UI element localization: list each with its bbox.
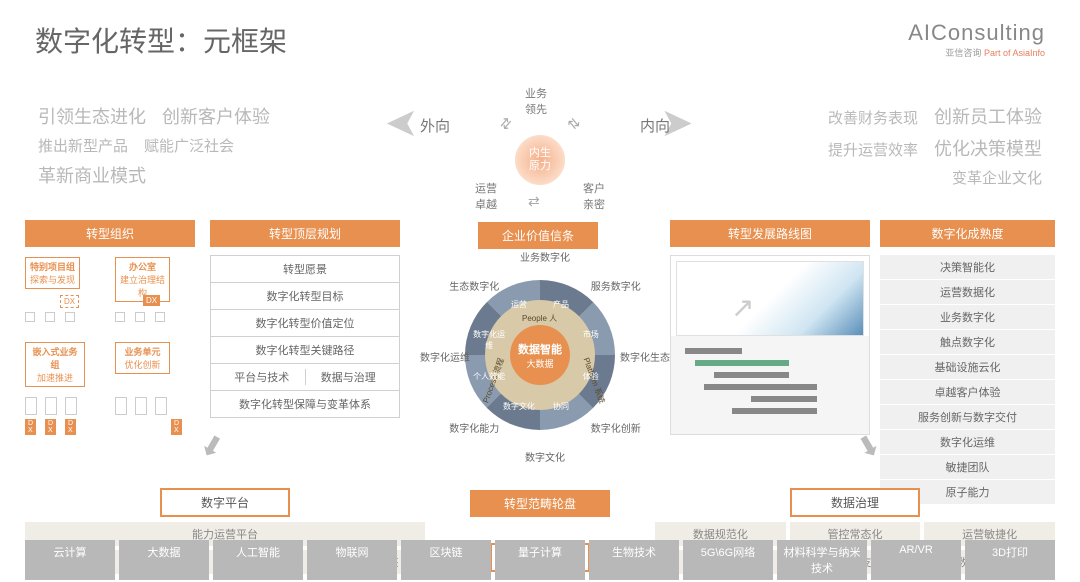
maturity-row: 服务创新与数字交付 [880,405,1055,430]
org-mid-b: 业务单元优化创新 [115,342,170,374]
wheel-outer-label: 服务数字化 [591,278,641,293]
tag: 赋能广泛社会 [144,135,234,156]
col-roadmap: 转型发展路线图 ↗ [670,220,870,435]
tech-cell: 生物技术 [589,540,679,580]
wheel-inner-label: 产品 [543,299,579,310]
wheel-inner-label: 协同 [543,401,579,412]
col2-title: 转型顶层规划 [210,220,400,247]
wheel-outer-label: 生态数字化 [449,278,499,293]
roadmap-image: ↗ [670,255,870,435]
wheel-inner-label: 体验 [573,371,609,382]
wheel-inner-label: 运营 [501,299,537,310]
tech-cell: 云计算 [25,540,115,580]
platform-left-title: 数字平台 [160,488,290,517]
planning-row: 数字化转型关键路径 [211,337,399,364]
tag: 变革企业文化 [952,167,1042,188]
maturity-row: 数字化运维 [880,430,1055,455]
tag: 引领生态进化 [38,103,146,129]
planning-row: 数字化转型保障与变革体系 [211,391,399,417]
wheel-inner-label: 数字化运维 [471,329,507,351]
wheel-inner-label: 数字文化 [501,401,537,412]
tag: 改善财务表现 [828,107,918,128]
maturity-row: 业务数字化 [880,305,1055,330]
tech-cell: 5G\6G网络 [683,540,773,580]
center-banner-wheel: 转型范畴轮盘 [470,490,610,517]
arrow-outward-icon: ➤ [385,100,419,146]
triangle-bottom-left: 运营 卓越 [475,180,497,212]
planning-row: 转型愿景 [211,256,399,283]
planning-row: 数字化转型目标 [211,283,399,310]
maturity-row: 运营数据化 [880,280,1055,305]
tag: 推出新型产品 [38,135,128,156]
maturity-row: 基础设施云化 [880,355,1055,380]
col-top-planning: 转型顶层规划 转型愿景数字化转型目标数字化转型价值定位数字化转型关键路径平台与技… [210,220,400,418]
arrow-down-icon: ⬇ [193,426,230,466]
col4-title: 数字化成熟度 [880,220,1055,247]
wheel-outer-label: 数字化运维 [420,349,470,364]
tag: 革新商业模式 [38,162,146,188]
triangle-bottom-right: 客户 亲密 [583,180,605,212]
triangle-top: 业务 领先 [525,85,547,117]
tag: 创新员工体验 [934,103,1042,129]
col-maturity: 数字化成熟度 决策智能化运营数据化业务数字化触点数字化基础设施云化卓越客户体验服… [880,220,1055,505]
col-transform-org: 转型组织 特别项目组探索与发现 办公室建立治理结构 DX DX 嵌入式业务组加速… [25,220,195,457]
tech-cell: 区块链 [401,540,491,580]
logo-sub: 亚信咨询 Part of AsiaInfo [908,46,1045,59]
tag: 创新客户体验 [162,103,270,129]
triangle-core: 内生 原力 [515,135,565,185]
tech-cell: 物联网 [307,540,397,580]
tech-cell: 人工智能 [213,540,303,580]
tag: 提升运营效率 [828,139,918,160]
wheel-outer-label: 数字化能力 [449,420,499,435]
wheel-center: 数据智能 大数据 [510,325,570,385]
tech-cell: AR/VR [871,540,961,580]
tech-cell: 3D打印 [965,540,1055,580]
org-head-a: 特别项目组探索与发现 [25,257,80,289]
wheel-outer-label: 数字文化 [520,449,570,464]
logo-main: AIConsulting [908,20,1045,46]
platform-right-title: 数据治理 [790,488,920,517]
planning-stack: 转型愿景数字化转型目标数字化转型价值定位数字化转型关键路径平台与技术数据与治理数… [210,255,400,418]
tag: 优化决策模型 [934,135,1042,161]
arrow-up-icon: ↗ [731,291,754,324]
wheel-inner-label: 个人效能 [471,371,507,382]
maturity-row: 决策智能化 [880,255,1055,280]
transformation-wheel: 数据智能 大数据 People 人 Platform 系统 Process 流程… [430,245,650,465]
col3-title: 转型发展路线图 [670,220,870,247]
maturity-row: 敏捷团队 [880,455,1055,480]
tech-row: 云计算大数据人工智能物联网区块链量子计算生物技术5G\6G网络材料科学与纳米技术… [25,540,1055,580]
planning-row: 数字化转型价值定位 [211,310,399,337]
wheel-inner-label: 市场 [573,329,609,340]
wheel-outer-label: 数字化生态 [620,349,670,364]
wheel-outer-label: 数字化创新 [591,420,641,435]
org-chart: 特别项目组探索与发现 办公室建立治理结构 DX DX 嵌入式业务组加速推进 业务… [25,257,195,457]
maturity-stack: 决策智能化运营数据化业务数字化触点数字化基础设施云化卓越客户体验服务创新与数字交… [880,255,1055,505]
tag-cloud-left: 引领生态进化创新客户体验推出新型产品赋能广泛社会革新商业模式 [30,100,350,191]
planning-row-split: 平台与技术数据与治理 [211,364,399,391]
maturity-row: 卓越客户体验 [880,380,1055,405]
tech-cell: 大数据 [119,540,209,580]
page-title: 数字化转型：元框架 [35,20,287,60]
org-mid-a: 嵌入式业务组加速推进 [25,342,85,387]
logo: AIConsulting 亚信咨询 Part of AsiaInfo [908,20,1045,59]
tech-cell: 量子计算 [495,540,585,580]
tag-cloud-right: 改善财务表现创新员工体验提升运营效率优化决策模型变革企业文化 [730,100,1050,191]
maturity-row: 触点数字化 [880,330,1055,355]
col1-title: 转型组织 [25,220,195,247]
direction-out: 外向 [420,115,450,136]
dx-badge: DX [143,295,160,306]
tech-cell: 材料科学与纳米技术 [777,540,867,580]
wheel-outer-label: 业务数字化 [520,249,570,264]
dx-badge-dashed: DX [60,295,79,308]
direction-in: 内向 [640,115,670,136]
